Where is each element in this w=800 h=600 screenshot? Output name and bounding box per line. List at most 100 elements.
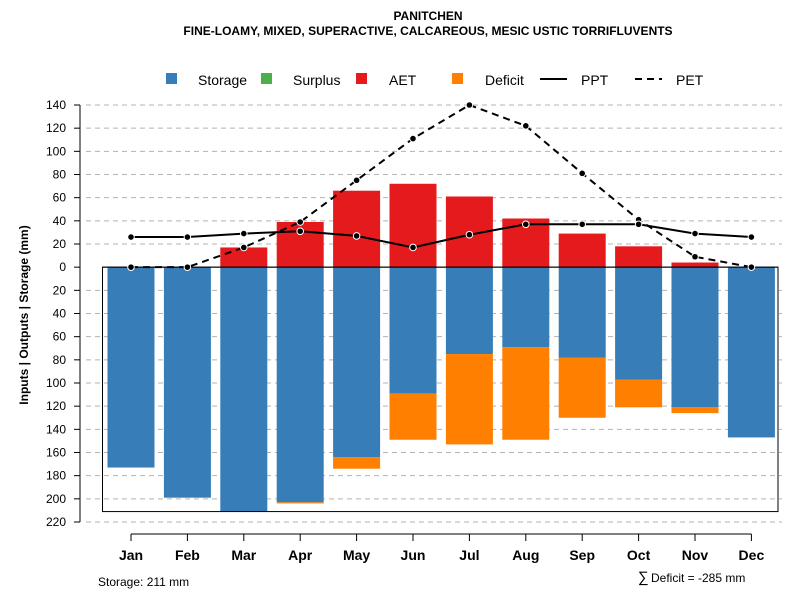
bars <box>102 183 779 513</box>
pet-line <box>131 103 752 269</box>
pet-point <box>747 263 756 271</box>
legend-swatch-storage <box>166 73 177 84</box>
storage-bar <box>727 267 775 438</box>
month-label-oct: Oct <box>627 547 651 563</box>
month-label-jul: Jul <box>459 547 479 563</box>
pet-point <box>352 176 361 185</box>
storage-bar <box>163 267 211 498</box>
legend-label-storage: Storage <box>198 72 247 88</box>
y-tick-label: 80 <box>53 168 67 182</box>
y-tick-label: 20 <box>53 283 67 297</box>
y-tick-label: 140 <box>46 422 66 436</box>
pet-point <box>578 169 587 178</box>
aet-bar <box>333 190 381 268</box>
storage-bar <box>502 267 550 348</box>
y-tick-label: 40 <box>53 214 67 228</box>
month-label-sep: Sep <box>569 547 595 563</box>
month-label-mar: Mar <box>231 547 256 563</box>
ppt-point <box>634 220 643 229</box>
storage-bar <box>615 267 663 380</box>
deficit-bar <box>445 354 493 445</box>
deficit-bar <box>502 347 550 440</box>
sum-symbol: ∑ <box>638 569 649 586</box>
aet-bar <box>671 262 719 268</box>
legend-swatch-aet <box>356 73 367 84</box>
ppt-point <box>127 233 135 241</box>
deficit-bar <box>615 379 663 408</box>
axes: 1401201008060402002040608010012014016018… <box>46 98 764 563</box>
month-label-nov: Nov <box>682 547 709 563</box>
ppt-point <box>352 232 361 240</box>
ppt-point <box>522 220 530 229</box>
month-label-aug: Aug <box>512 547 539 563</box>
y-tick-label: 40 <box>53 307 67 321</box>
y-tick-label: 20 <box>53 237 67 251</box>
storage-bar <box>558 267 606 358</box>
pet-point <box>183 263 192 271</box>
pet-point <box>409 134 417 143</box>
storage-bar <box>107 267 155 468</box>
gridlines <box>86 104 782 523</box>
deficit-bar <box>276 502 324 504</box>
legend-swatch-surplus <box>261 73 272 84</box>
month-label-feb: Feb <box>175 547 200 563</box>
storage-bar <box>333 267 381 458</box>
month-label-jan: Jan <box>119 547 143 563</box>
deficit-bar <box>558 357 606 418</box>
chart-title: PANITCHEN <box>393 9 462 23</box>
legend: Storage Surplus AET Deficit PPT PET <box>166 72 704 88</box>
deficit-bar <box>389 393 437 440</box>
pet-point <box>465 101 474 109</box>
ppt-point <box>691 229 699 238</box>
month-label-apr: Apr <box>288 547 313 563</box>
lines <box>127 101 756 271</box>
month-label-dec: Dec <box>739 547 765 563</box>
storage-bar <box>445 267 493 355</box>
legend-label-pet: PET <box>676 72 704 88</box>
y-tick-label: 0 <box>59 260 66 274</box>
aet-bar <box>389 183 437 268</box>
storage-bar <box>220 267 268 512</box>
pet-point <box>296 218 305 226</box>
aet-bar <box>615 246 663 268</box>
y-tick-label: 200 <box>46 492 66 506</box>
ppt-point <box>183 233 192 241</box>
legend-swatch-deficit <box>452 73 463 84</box>
ppt-point <box>747 233 756 241</box>
chart-subtitle: FINE-LOAMY, MIXED, SUPERACTIVE, CALCAREO… <box>183 24 672 38</box>
y-tick-label: 180 <box>46 469 66 483</box>
y-tick-label: 160 <box>46 446 66 460</box>
y-tick-label: 100 <box>46 376 66 390</box>
ppt-line <box>131 223 752 249</box>
footer-deficit: Deficit = -285 mm <box>651 571 745 585</box>
y-tick-label: 80 <box>53 353 67 367</box>
legend-label-deficit: Deficit <box>485 72 524 88</box>
ppt-point <box>465 230 474 239</box>
y-tick-label: 60 <box>53 191 67 205</box>
pet-point <box>691 252 699 261</box>
storage-bar <box>389 267 437 394</box>
month-label-may: May <box>343 547 370 563</box>
ppt-point <box>578 220 587 229</box>
y-tick-label: 140 <box>46 98 66 112</box>
pet-point <box>127 263 135 271</box>
storage-bar <box>276 267 324 503</box>
aet-bar <box>558 233 606 268</box>
ppt-point <box>296 227 305 236</box>
legend-label-surplus: Surplus <box>293 72 340 88</box>
y-axis-label: Inputs | Outputs | Storage (mm) <box>17 225 31 404</box>
pet-point <box>522 122 530 130</box>
y-tick-label: 120 <box>46 121 66 135</box>
y-tick-label: 120 <box>46 399 66 413</box>
y-tick-label: 100 <box>46 144 66 158</box>
footer-storage: Storage: 211 mm <box>98 575 189 589</box>
y-tick-label: 60 <box>53 330 67 344</box>
legend-label-ppt: PPT <box>581 72 609 88</box>
deficit-bar <box>333 457 381 469</box>
deficit-bar <box>671 407 719 414</box>
ppt-point <box>240 229 248 238</box>
ppt-point <box>409 243 417 252</box>
storage-bar <box>671 267 719 408</box>
pet-point <box>240 243 248 252</box>
